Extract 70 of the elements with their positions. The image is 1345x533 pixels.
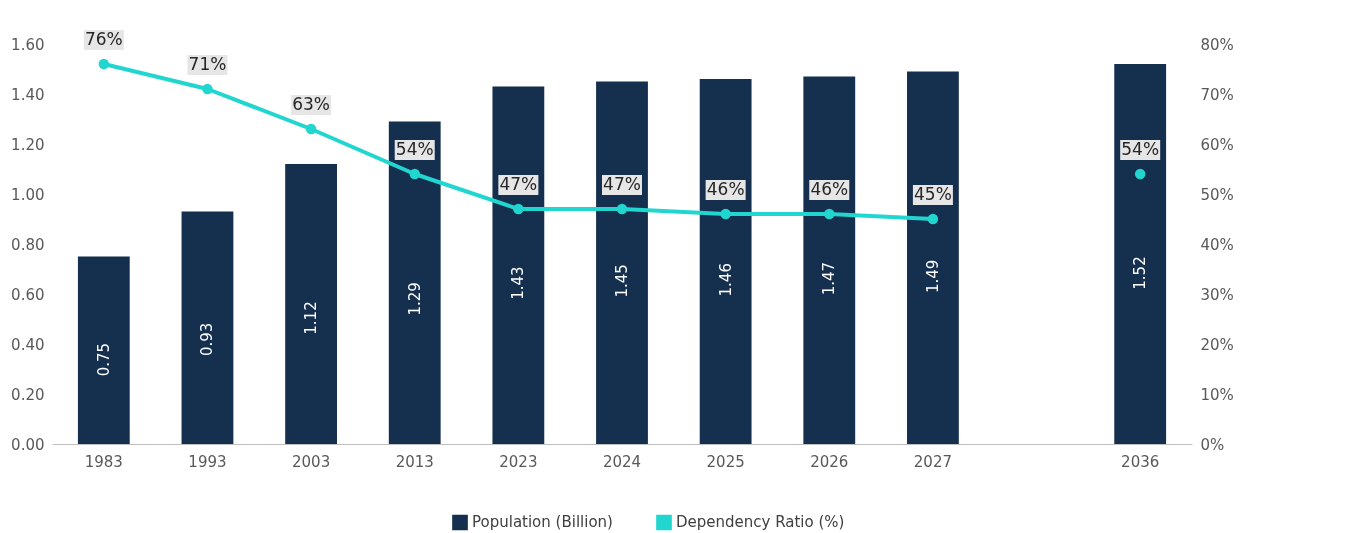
data-label: 47% — [499, 174, 538, 194]
y2-tick-label: 50% — [1200, 185, 1234, 204]
y-tick-label: 0.00 — [11, 435, 45, 454]
data-label: 54% — [1121, 139, 1160, 159]
data-label: 1.12 — [302, 301, 321, 335]
data-label: 0.75 — [94, 342, 113, 377]
point — [409, 168, 420, 180]
y2-tick-label: 0% — [1200, 435, 1225, 454]
bar — [1114, 64, 1167, 444]
legend-label: Dependency Ratio (%) — [676, 513, 845, 532]
point — [98, 58, 110, 70]
y-tick-label: 1.60 — [11, 35, 45, 54]
x-tick-label: 2003 — [292, 452, 331, 471]
y2-tick-label: 30% — [1200, 285, 1234, 304]
data-label: 1.43 — [509, 266, 528, 300]
bar — [77, 256, 130, 444]
bar — [907, 71, 959, 444]
y2-tick-label: 10% — [1200, 385, 1234, 404]
data-label: 46% — [706, 179, 745, 199]
bar — [596, 81, 648, 444]
bar — [492, 86, 545, 444]
y2-tick-label: 70% — [1200, 85, 1234, 104]
bar — [699, 79, 752, 444]
point — [824, 208, 835, 220]
data-label: 46% — [810, 179, 849, 199]
data-label: 63% — [292, 94, 330, 114]
y2-tick-label: 80% — [1200, 35, 1234, 54]
y-tick-label: 0.40 — [11, 335, 45, 354]
x-tick-label: 1993 — [188, 452, 227, 471]
x-tick-label: 2023 — [499, 452, 538, 471]
y2-tick-label: 60% — [1200, 135, 1234, 154]
x-tick-label: 2025 — [706, 452, 745, 471]
x-tick-label: 2024 — [602, 452, 642, 471]
x-tick-label: 2013 — [395, 452, 434, 471]
data-label: 1.46 — [716, 263, 735, 297]
bar — [803, 76, 856, 444]
data-label: 1.49 — [923, 259, 942, 294]
point — [927, 213, 939, 225]
x-tick-label: 2036 — [1121, 452, 1160, 471]
data-label: 1.47 — [820, 261, 839, 296]
data-label: 0.93 — [198, 322, 217, 357]
point — [202, 83, 213, 95]
data-label: 1.45 — [613, 264, 631, 298]
data-label: 71% — [188, 54, 227, 74]
x-tick-label: 2027 — [913, 452, 952, 471]
y-tick-label: 0.60 — [11, 285, 45, 304]
point — [1134, 168, 1146, 180]
y-tick-label: 1.00 — [11, 185, 45, 204]
point — [513, 203, 524, 215]
y-tick-label: 0.80 — [11, 235, 45, 254]
legend-label: Population (Billion) — [472, 513, 613, 532]
bar — [285, 164, 337, 444]
data-label: 47% — [603, 174, 641, 194]
point — [616, 203, 628, 215]
data-label: 1.29 — [405, 282, 424, 316]
x-tick-label: 2026 — [810, 452, 849, 471]
data-label: 76% — [84, 29, 123, 49]
bar — [388, 121, 441, 444]
point — [720, 208, 731, 220]
data-label: 54% — [395, 139, 434, 159]
y-tick-label: 1.20 — [11, 135, 45, 154]
bar — [181, 211, 234, 444]
point — [305, 123, 317, 135]
data-label: 45% — [914, 184, 952, 204]
y2-tick-label: 20% — [1200, 335, 1234, 354]
y2-tick-label: 40% — [1200, 235, 1234, 254]
y-tick-label: 1.40 — [11, 85, 45, 104]
x-tick-label: 1983 — [84, 452, 123, 471]
data-label: 1.52 — [1131, 256, 1150, 290]
y-tick-label: 0.20 — [11, 385, 45, 404]
